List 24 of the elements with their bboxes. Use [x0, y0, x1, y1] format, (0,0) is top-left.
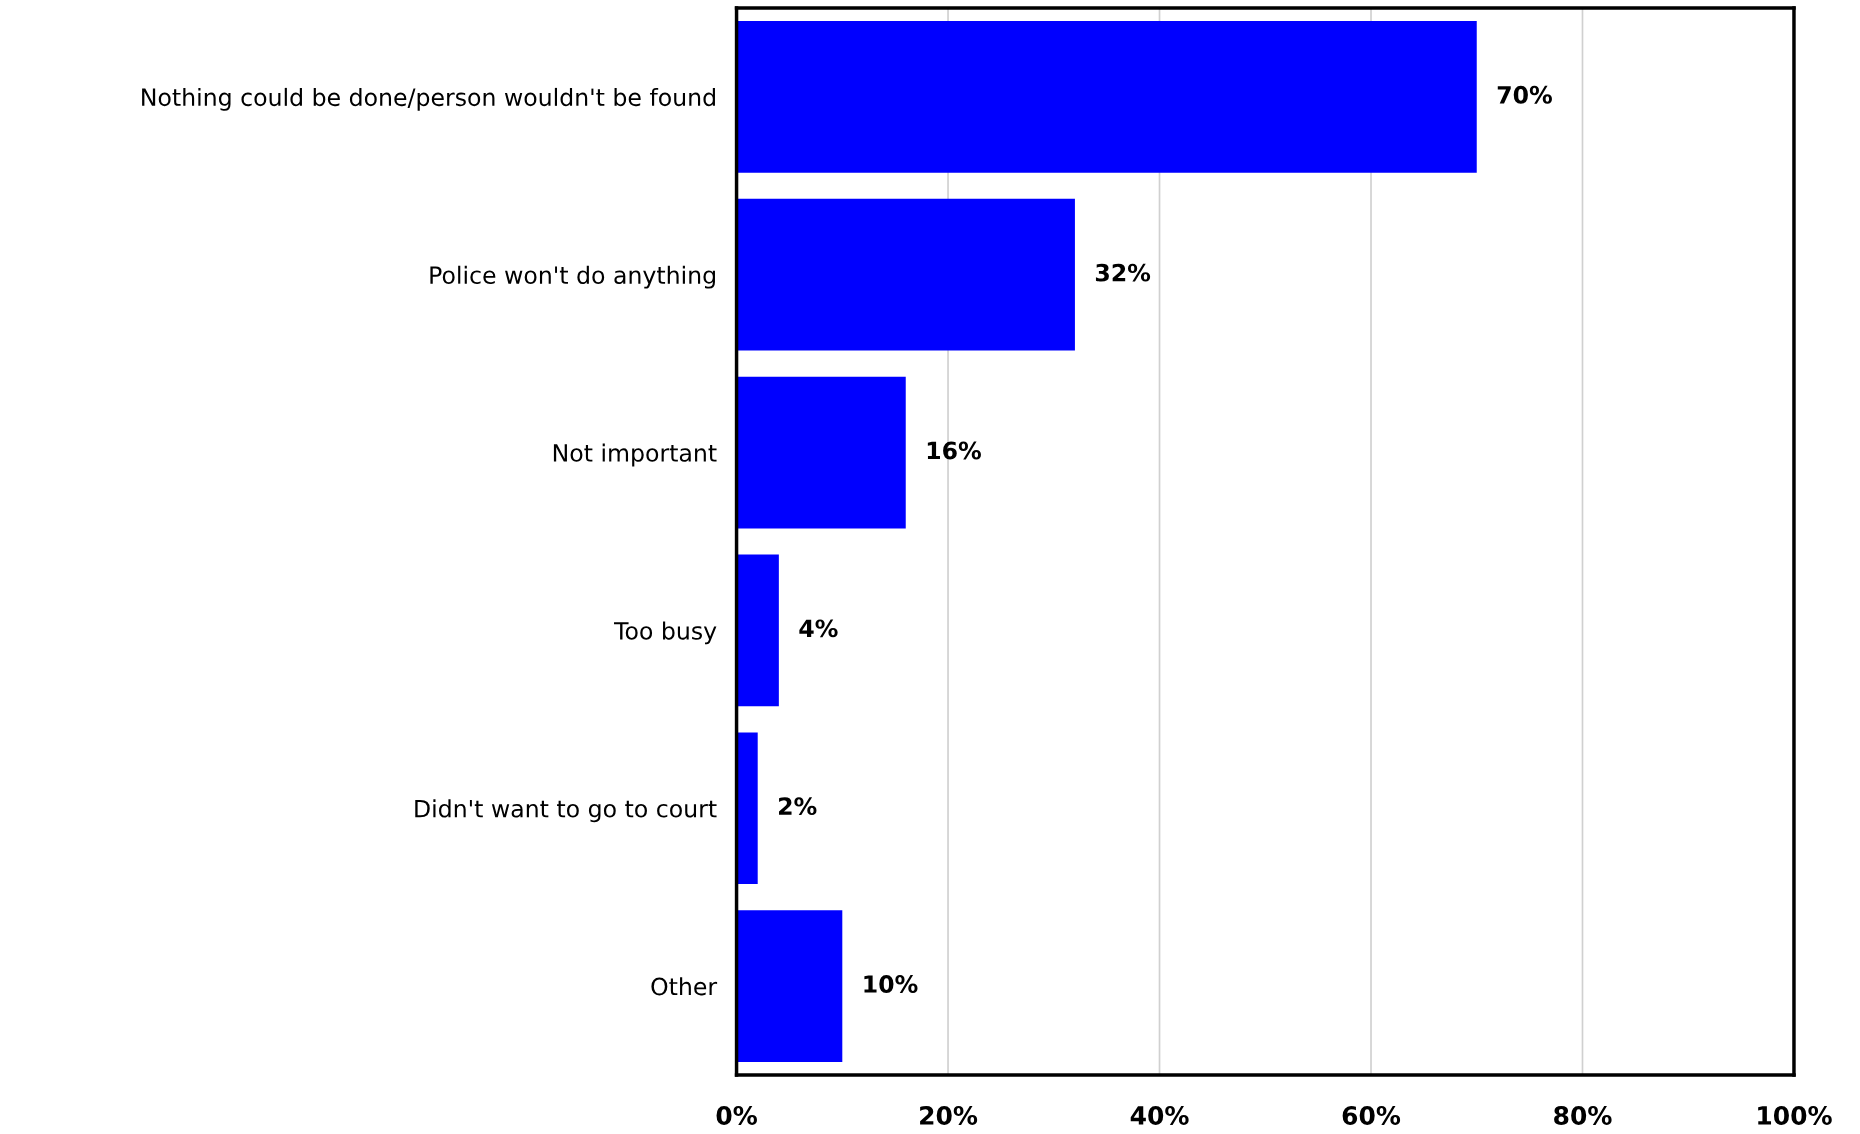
- y-tick-label: Didn't want to go to court: [415, 799, 717, 823]
- data-label: 16%: [927, 441, 981, 460]
- bar: [736, 198, 1075, 351]
- y-tick-label: Too busy: [614, 621, 717, 645]
- x-tick-label: 80%: [1554, 1106, 1612, 1125]
- x-tick-label: 20%: [920, 1106, 978, 1125]
- bar: [736, 376, 906, 529]
- y-tick-label: Other: [651, 977, 718, 996]
- x-tick-label: 0%: [716, 1106, 757, 1125]
- y-tick-label: Not important: [553, 443, 717, 467]
- bar: [736, 554, 779, 707]
- data-label: 32%: [1095, 263, 1151, 282]
- x-tick-label: 100%: [1758, 1106, 1832, 1125]
- y-tick-label: Nothing could be done/person wouldn't be found: [142, 87, 715, 111]
- data-label: 2%: [779, 797, 817, 816]
- x-tick-label: 40%: [1130, 1106, 1189, 1125]
- bar: [736, 910, 843, 1062]
- data-label: 10%: [864, 975, 918, 993]
- x-tick-label: 60%: [1342, 1106, 1401, 1125]
- bar: [736, 732, 758, 885]
- y-tick-label: Police won't do anything: [430, 265, 715, 289]
- data-label: 4%: [799, 619, 838, 638]
- bar: [736, 21, 1477, 173]
- data-label: 70%: [1497, 85, 1552, 104]
